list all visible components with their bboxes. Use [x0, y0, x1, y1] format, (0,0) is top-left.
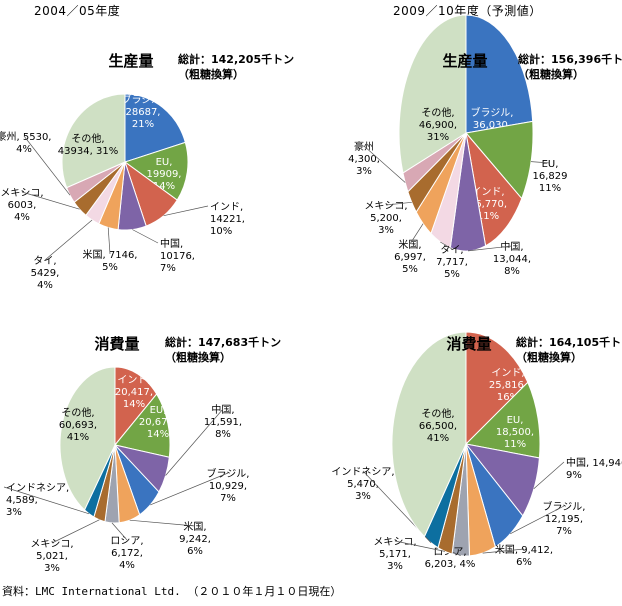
chart-total: 総計：156,396千トン（粗糖換算） — [518, 52, 622, 81]
leader-line-eu — [530, 161, 551, 164]
slice-label-mexico: メキシコ, 5,200, 3% — [364, 201, 407, 236]
leader-line-us — [482, 548, 525, 554]
slice-label-mexico: メキシコ, 6003, 4% — [0, 188, 43, 223]
leader-line-china — [165, 408, 224, 476]
chart-title: 生産量 — [108, 52, 153, 70]
slice-label-eu: EU, 16,829 11% — [533, 159, 568, 194]
slice-label-australia: 豪州 4,300, 3% — [348, 140, 380, 177]
slice-label-brazil: ブラジル, 10,929, 7% — [207, 467, 250, 504]
slice-label-india: インド, 20,417, 14% — [115, 375, 153, 410]
pie-slice-other — [391, 331, 467, 538]
slice-label-thailand: タイ, 7,717, 5% — [436, 244, 468, 280]
slice-label-other: その他, 43934, 31% — [58, 132, 118, 157]
slice-label-china: 中国, 13,044, 8% — [493, 240, 531, 277]
pie-slice-eu — [123, 141, 189, 201]
slice-label-us: 米国, 9,242, 6% — [179, 520, 211, 557]
slice-label-other: その他, 66,500, 41% — [419, 407, 457, 444]
leader-line-us — [409, 223, 424, 245]
slice-label-other: その他, 46,900, 31% — [419, 106, 457, 143]
leader-line-thailand — [44, 219, 93, 261]
pie-slice-india — [465, 331, 529, 446]
slice-label-china: 中国, 10176, 7% — [160, 237, 195, 274]
leader-line-india — [163, 205, 209, 217]
chart-title: 消費量 — [446, 335, 491, 353]
pie-slice-other — [398, 14, 467, 174]
slice-label-indonesia: インドネシア, 5,470, 3% — [331, 466, 394, 502]
slice-label-india: インド, 16,770, 11% — [469, 187, 507, 222]
pie-slice-other — [61, 93, 126, 189]
slice-label-china: 中国, 14,946,9% — [566, 456, 622, 481]
chart-total: 総計：164,105千トン（粗糖換算） — [516, 335, 622, 364]
slice-label-mexico: メキシコ, 5,171, 3% — [373, 537, 416, 572]
leader-line-russia — [111, 522, 128, 541]
pie-slice-eu — [464, 381, 541, 459]
leader-line-mexico — [385, 201, 412, 206]
pie-slice-eu — [465, 120, 534, 200]
chart-title: 生産量 — [442, 52, 487, 70]
leader-line-brazil — [510, 505, 565, 535]
leader-line-australia — [23, 135, 71, 196]
chart-total: 総計：147,683千トン（粗糖換算） — [165, 335, 281, 364]
slice-label-india: インド, 14221, 10% — [210, 202, 245, 237]
pie-slice-india — [114, 366, 158, 447]
leader-line-us — [129, 519, 196, 527]
slice-label-india: インド, 25,816, 16% — [489, 368, 527, 403]
leader-line-china — [467, 245, 513, 252]
slice-label-us: 米国, 7146, 5% — [83, 248, 138, 273]
header-left: 2004／05年度 — [34, 4, 121, 18]
source-note: 資料：LMC International Ltd. （２０１０年１月１０日現在） — [2, 585, 342, 598]
pie-slice-brazil — [124, 93, 186, 163]
slice-label-indonesia: インドネシア, 4,589, 3% — [6, 482, 69, 518]
slice-label-brazil: ブラジル, 12,195, 7% — [543, 500, 586, 537]
chart-title: 消費量 — [94, 335, 139, 353]
slice-label-us: 米国, 6,997, 5% — [394, 238, 426, 275]
slice-label-thailand: タイ, 5429, 4% — [31, 255, 60, 291]
leader-line-mexico — [394, 540, 445, 552]
slice-label-other: その他, 60,693, 41% — [59, 406, 97, 443]
leader-line-china — [132, 229, 159, 244]
slice-label-brazil: ブラジル, 28687, 21% — [122, 93, 165, 130]
header-right: 2009／10年度（予測値） — [393, 4, 542, 18]
pie-slice-other — [59, 366, 116, 511]
slice-label-russia: ロシア, 6,172, 4% — [110, 536, 143, 571]
slice-label-china: 中国, 11,591, 8% — [204, 403, 242, 440]
leader-line-china — [533, 461, 565, 489]
leader-line-us — [107, 227, 111, 255]
leader-line-brazil — [150, 472, 229, 506]
leader-line-mexico — [21, 191, 80, 210]
pie-slice-india — [465, 131, 523, 247]
slice-label-eu: EU, 20,676, 14% — [139, 405, 177, 440]
leader-line-australia — [363, 145, 406, 183]
leader-line-indonesia — [3, 486, 90, 515]
slice-label-australia: 豪州, 5530, 4% — [0, 130, 52, 155]
slice-label-us: 米国, 9,412, 6% — [495, 543, 553, 568]
pie-slice-brazil — [465, 14, 534, 134]
slice-label-eu: EU, 18,500, 11% — [496, 415, 534, 450]
leader-line-mexico — [51, 519, 100, 544]
chart-total: 総計：142,205千トン（粗糖換算） — [178, 52, 294, 81]
pie-slice-eu — [114, 393, 171, 458]
slice-label-mexico: メキシコ, 5,021, 3% — [30, 539, 73, 574]
slice-label-eu: EU, 19909, 14% — [147, 157, 182, 192]
leader-line-thailand — [440, 241, 453, 250]
